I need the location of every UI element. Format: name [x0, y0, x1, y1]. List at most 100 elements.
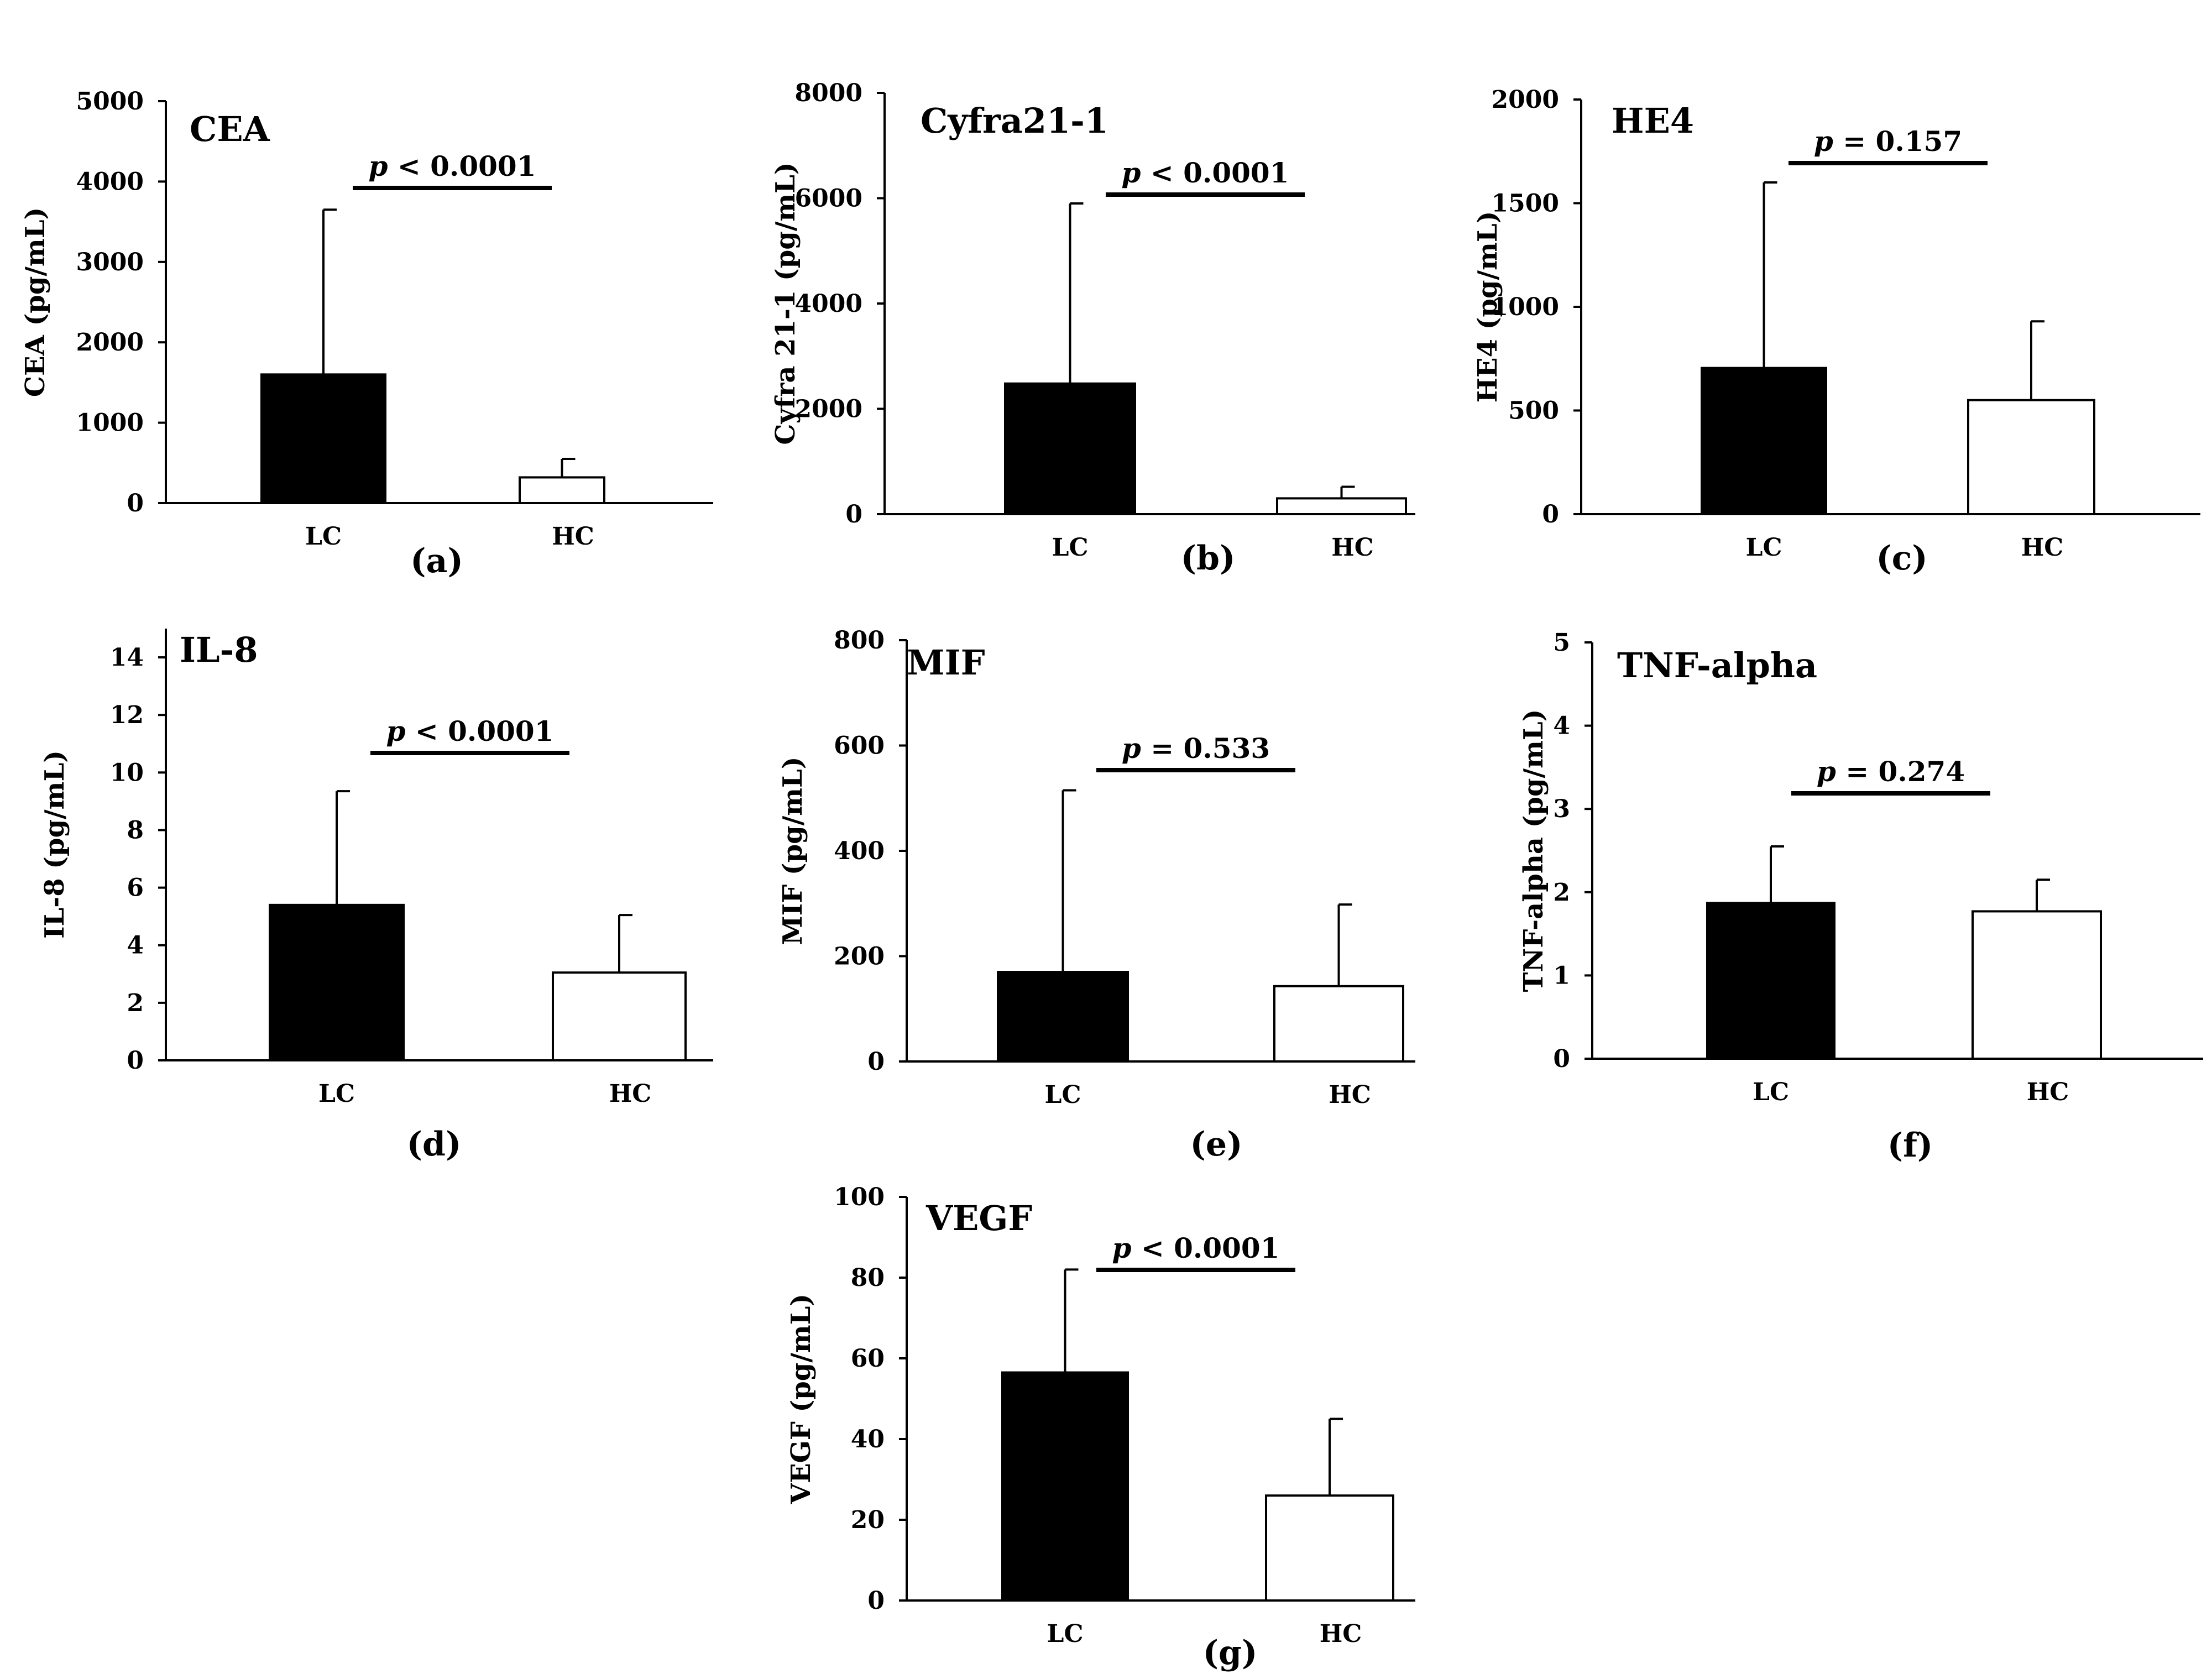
- y-tick-label: 600: [834, 732, 885, 760]
- y-axis-label: VEGF (pg/mL): [786, 1294, 817, 1504]
- y-tick-label: 4000: [76, 168, 144, 196]
- y-tick-label: 0: [127, 489, 144, 517]
- y-axis-label: IL-8 (pg/mL): [39, 750, 70, 939]
- y-tick-label: 1000: [1492, 293, 1559, 321]
- p-value-symbol: p: [368, 150, 388, 182]
- y-tick-label: 0: [867, 1048, 885, 1076]
- y-tick-label: 8: [127, 816, 144, 844]
- panel-label: (f): [1887, 1126, 1933, 1165]
- bar-lc: [1004, 382, 1136, 516]
- category-label: HC: [1320, 1620, 1362, 1648]
- chart-panel-6: 0 1 2 3 4 5 LC HC TNF-alpha TNF-alpha (pg/mL) p = …: [1518, 629, 2203, 1165]
- panel-label: (c): [1876, 539, 1927, 578]
- y-tick-label: 2000: [1492, 86, 1559, 114]
- chart-title: CEA: [190, 109, 270, 149]
- y-tick-label: 400: [834, 837, 885, 865]
- y-axis-label: TNF-alpha (pg/mL): [1518, 709, 1549, 992]
- y-tick-label: 0: [845, 500, 862, 529]
- chart-title: TNF-alpha: [1617, 645, 1817, 686]
- category-label: HC: [609, 1080, 652, 1108]
- chart-title: MIF: [907, 642, 985, 683]
- p-value-label: p = 0.533: [1122, 732, 1270, 765]
- y-axis-label: MIF (pg/mL): [777, 757, 808, 945]
- p-value-text: = 0.157: [1833, 125, 1962, 158]
- y-tick-label: 20: [851, 1506, 885, 1534]
- chart-title: Cyfra21-1: [921, 101, 1108, 141]
- p-value-symbol: p: [1122, 732, 1141, 765]
- y-tick-label: 1000: [76, 409, 144, 437]
- p-value-text: < 0.0001: [1141, 156, 1289, 189]
- y-tick-label: 200: [834, 943, 885, 971]
- bar-hc: [552, 971, 687, 1061]
- chart-panel-7: 0 20 40 60 80 100 LC HC VEGF VEGF (pg/mL) p < 0.00…: [786, 1183, 1415, 1672]
- category-label: LC: [318, 1080, 355, 1108]
- y-tick-label: 5000: [76, 87, 144, 116]
- category-label: HC: [2021, 533, 2064, 562]
- y-tick-label: 4: [127, 932, 144, 960]
- category-label: HC: [2027, 1078, 2069, 1106]
- p-value-text: = 0.533: [1141, 732, 1270, 765]
- chart-title: VEGF: [925, 1198, 1032, 1238]
- p-value-label: p < 0.0001: [1112, 1232, 1279, 1264]
- bar-hc: [1273, 985, 1404, 1063]
- category-label: LC: [1753, 1078, 1789, 1106]
- panel-label: (d): [407, 1125, 462, 1164]
- chart-panel-1: 0 1000 2000 3000 4000 5000 LC HC CEA CEA (pg/mL) p…: [20, 87, 713, 580]
- y-axis-label: HE4 (pg/mL): [1472, 211, 1503, 403]
- y-tick-label: 4: [1553, 712, 1570, 740]
- y-tick-label: 100: [834, 1183, 885, 1211]
- p-value-symbol: p: [1112, 1232, 1131, 1264]
- p-value-label: p < 0.0001: [386, 715, 553, 747]
- bar-hc: [1265, 1494, 1394, 1602]
- bar-lc: [997, 971, 1129, 1063]
- y-tick-label: 4000: [795, 290, 862, 318]
- y-tick-label: 40: [851, 1425, 885, 1453]
- chart-title: HE4: [1612, 101, 1694, 141]
- p-value-label: p = 0.274: [1817, 755, 1965, 788]
- category-label: LC: [1045, 1081, 1081, 1109]
- p-value-text: < 0.0001: [405, 715, 553, 747]
- p-value-symbol: p: [1121, 156, 1141, 189]
- y-tick-label: 0: [1553, 1045, 1570, 1073]
- y-tick-label: 0: [1542, 500, 1559, 529]
- y-tick-label: 800: [834, 626, 885, 655]
- category-label: HC: [1329, 1081, 1371, 1109]
- y-tick-label: 80: [851, 1264, 885, 1292]
- bar-lc: [269, 903, 405, 1061]
- y-tick-label: 1: [1553, 961, 1570, 990]
- category-label: HC: [1331, 533, 1374, 562]
- p-value-text: < 0.0001: [1131, 1232, 1279, 1264]
- y-axis-label: CEA (pg/mL): [20, 207, 51, 397]
- chart-panel-2: 0 2000 4000 6000 8000 LC HC Cyfra21-1 Cyfra 21-1…: [770, 79, 1415, 578]
- y-axis-label: Cyfra 21-1 (pg/mL): [770, 162, 801, 444]
- chart-panel-4: 0 2 4 6 8 10 12 14 LC HC IL-8 IL-8 (pg/mL) p < 0.000…: [39, 629, 713, 1164]
- y-tick-label: 6: [127, 874, 144, 902]
- panel-label: (a): [410, 542, 463, 580]
- bar-lc: [1001, 1371, 1129, 1602]
- y-tick-label: 500: [1508, 397, 1559, 425]
- y-tick-label: 3: [1553, 795, 1570, 823]
- bar-hc: [1972, 910, 2102, 1060]
- chart-panel-3: 0 500 1000 1500 2000 LC HC HE4 HE4 (pg/mL) p = 0.…: [1472, 86, 2200, 578]
- bar-hc: [519, 476, 605, 504]
- bar-lc: [1701, 367, 1827, 515]
- bar-hc: [1967, 399, 2095, 515]
- panel-label: (e): [1190, 1125, 1243, 1164]
- p-value-symbol: p: [386, 715, 405, 747]
- p-value-label: p < 0.0001: [1121, 156, 1289, 189]
- category-label: LC: [1052, 533, 1089, 562]
- y-tick-label: 12: [110, 701, 144, 729]
- category-label: LC: [1047, 1620, 1084, 1648]
- panel-label: (g): [1203, 1634, 1258, 1672]
- y-tick-label: 1500: [1492, 190, 1559, 218]
- category-label: LC: [1746, 533, 1782, 562]
- y-tick-label: 5: [1553, 629, 1570, 657]
- y-tick-label: 8000: [795, 79, 862, 107]
- p-value-text: < 0.0001: [388, 150, 536, 182]
- p-value-text: = 0.274: [1836, 755, 1965, 788]
- category-label: HC: [552, 522, 594, 551]
- panel-label: (b): [1181, 539, 1236, 578]
- p-value-symbol: p: [1814, 125, 1833, 158]
- y-tick-label: 0: [867, 1587, 885, 1615]
